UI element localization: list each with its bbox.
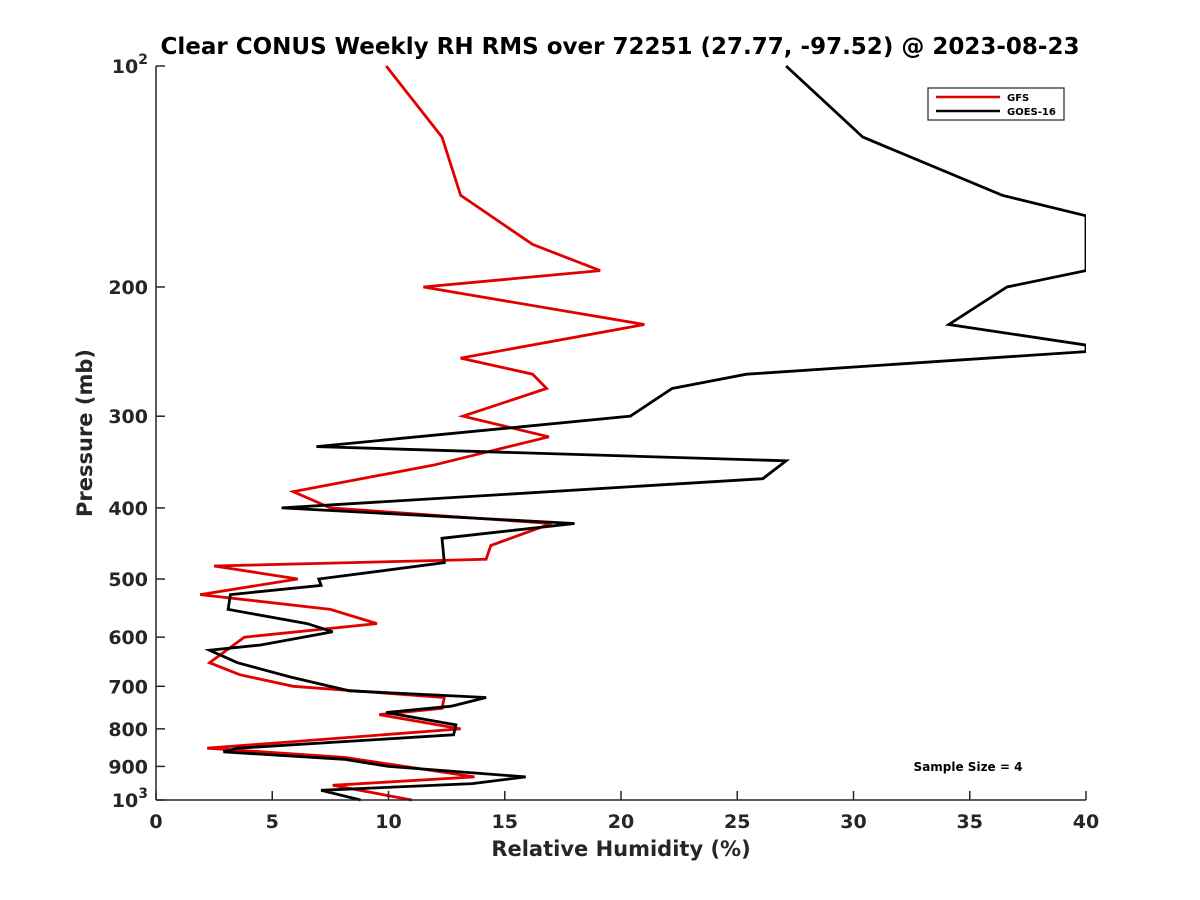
series-line-gfs (199, 65, 645, 802)
x-ticks: 0 5 10 15 20 25 30 35 40 (149, 791, 1099, 833)
legend-label-goes16: GOES-16 (1007, 107, 1056, 118)
y-tick-label: 800 (108, 719, 148, 741)
x-tick-label: 5 (266, 811, 279, 833)
x-tick-label: 0 (149, 811, 162, 833)
y-tick-label: 300 (108, 406, 148, 428)
series-line-goes16 (204, 64, 1086, 802)
x-tick-label: 40 (1073, 811, 1099, 833)
x-tick-label: 10 (375, 811, 401, 833)
y-tick-label: 900 (108, 756, 148, 778)
y-tick-label: 200 (108, 277, 148, 299)
y-axis-label: Pressure (mb) (73, 349, 97, 517)
legend-label-gfs: GFS (1007, 93, 1029, 104)
x-axis-label: Relative Humidity (%) (491, 837, 750, 861)
legend: GFS GOES-16 (927, 87, 1065, 121)
x-tick-label: 30 (840, 811, 866, 833)
y-tick-label: 500 (108, 569, 148, 591)
y-tick-label: 600 (108, 627, 148, 649)
chart-title: Clear CONUS Weekly RH RMS over 72251 (27… (161, 34, 1080, 60)
plot-lines (199, 64, 1086, 802)
y-tick-label: 400 (108, 498, 148, 520)
x-tick-label: 35 (957, 811, 983, 833)
sample-size-annotation: Sample Size = 4 (914, 760, 1023, 774)
legend-box (927, 87, 1065, 121)
y-tick-label: 700 (108, 676, 148, 698)
x-tick-label: 20 (608, 811, 634, 833)
x-tick-label: 15 (492, 811, 518, 833)
x-tick-label: 25 (724, 811, 750, 833)
